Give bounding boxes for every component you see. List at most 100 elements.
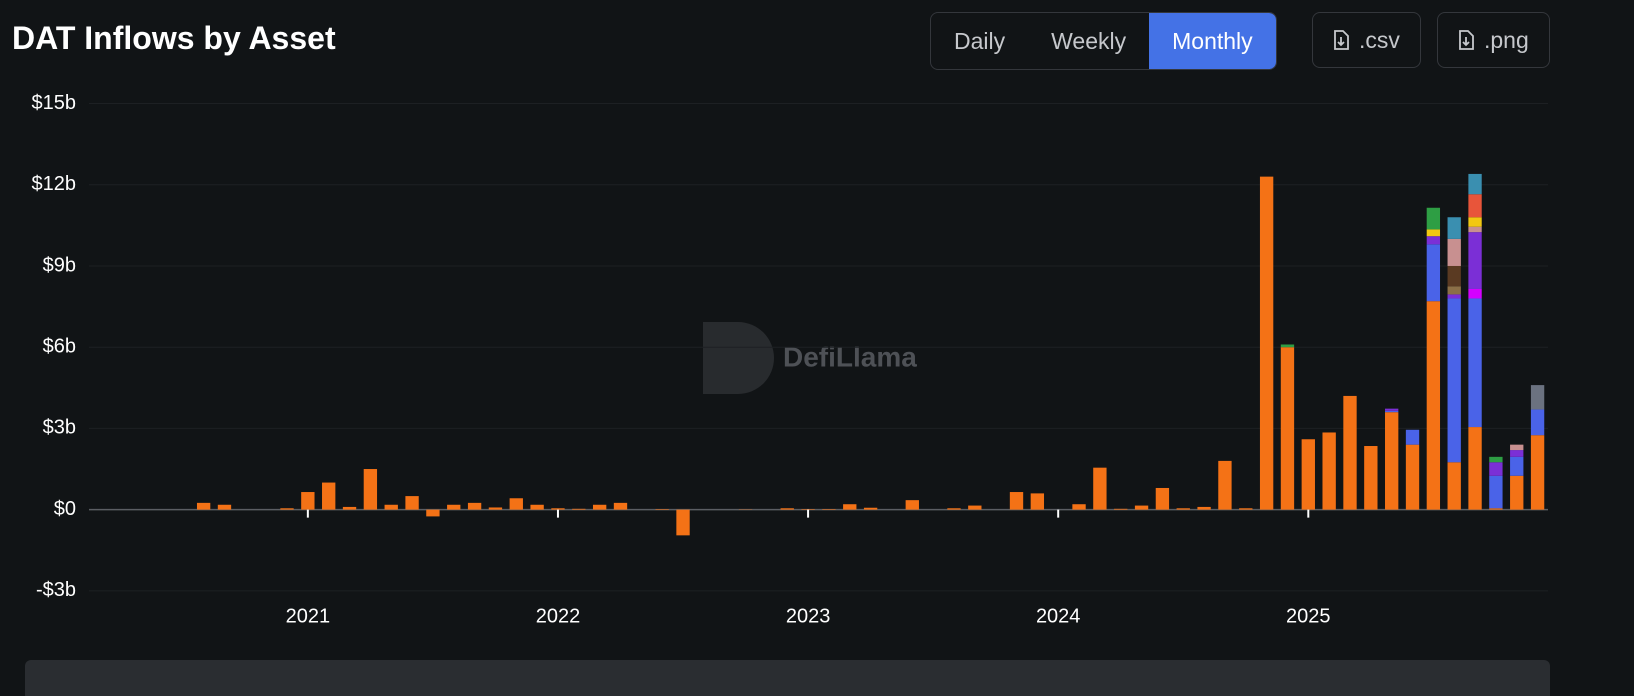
period-button[interactable]: Daily: [954, 28, 1006, 54]
x-tick-label: 2024: [1036, 605, 1081, 627]
y-tick-label: $9b: [43, 254, 76, 276]
bar-segment: [280, 508, 294, 510]
bar-segment: [1510, 475, 1524, 510]
bar-segment: [1468, 194, 1482, 218]
bar-segment: [947, 508, 961, 510]
bar-segment: [509, 498, 523, 510]
bar-segment: [1134, 505, 1149, 510]
bar-segment: [1530, 385, 1545, 410]
bar-segment: [1405, 429, 1420, 445]
bar-segment: [1426, 229, 1441, 237]
bar-segment: [1301, 439, 1315, 510]
bar-segment: [1530, 435, 1545, 510]
bar-segment: [1510, 444, 1524, 451]
bar-segment: [363, 469, 378, 510]
x-tick-label: 2023: [786, 605, 831, 627]
bar-segment: [1489, 508, 1503, 510]
grid: [89, 103, 1548, 592]
chart-title: DAT Inflows by Asset: [12, 20, 336, 56]
bar-segment: [1426, 301, 1441, 510]
bar-segment: [405, 496, 419, 510]
bar-segment: [1468, 232, 1482, 289]
bar-segment: [1259, 176, 1274, 510]
bar-segment: [1218, 460, 1232, 510]
y-tick-label: $15b: [32, 92, 77, 114]
bar-segment: [1447, 286, 1461, 295]
bar-segment: [488, 507, 503, 510]
bar-segment: [426, 509, 440, 517]
period-button[interactable]: Monthly: [1149, 13, 1276, 69]
bar-segment: [1280, 347, 1295, 510]
y-tick-label: $6b: [43, 335, 76, 357]
bar-segment: [551, 508, 565, 510]
bar-segment: [1489, 462, 1503, 476]
bar-segment: [1280, 344, 1295, 348]
bar-segment: [1489, 475, 1503, 509]
bar-segment: [1426, 244, 1441, 302]
bar-segment: [1426, 207, 1441, 230]
bar-segment: [447, 504, 461, 510]
bar-segment: [1405, 444, 1420, 510]
bar-segment: [1468, 173, 1482, 195]
bar-segment: [780, 508, 794, 510]
y-tick-label: -$3b: [36, 579, 76, 601]
bar-segment: [1468, 298, 1482, 428]
bar-segment: [1510, 456, 1524, 476]
bar-segment: [217, 504, 232, 510]
download-label: .png: [1484, 26, 1529, 53]
x-tick-label: 2022: [536, 605, 581, 627]
bar-segment: [342, 506, 357, 510]
period-toggle: Daily Weekly Monthly: [930, 12, 1277, 70]
bar-segment: [843, 504, 857, 510]
bar-segment: [1447, 294, 1461, 299]
watermark-logo: [703, 322, 774, 394]
bar-segment: [196, 502, 211, 510]
bar-segment: [1072, 504, 1086, 510]
download-label: .csv: [1359, 26, 1400, 53]
bar-segment: [1364, 446, 1378, 510]
bar-segment: [1468, 226, 1482, 233]
bar-segment: [1489, 456, 1503, 463]
download-icon: [1459, 30, 1474, 50]
bar-segment: [1343, 395, 1357, 510]
bar-segment: [1447, 298, 1461, 463]
bar-segment: [1322, 432, 1336, 510]
bar-segment: [801, 509, 815, 510]
bar-segment: [655, 509, 669, 510]
bar-segment: [572, 508, 586, 510]
bar-segment: [322, 482, 336, 510]
bar-segment: [1239, 508, 1253, 510]
bar-segment: [1197, 506, 1211, 510]
bar-segment: [863, 507, 878, 510]
bar-segment: [1385, 408, 1399, 411]
watermark-text: DefiLlama: [783, 341, 917, 372]
period-button[interactable]: Weekly: [1051, 28, 1127, 54]
bar-segment: [384, 504, 398, 510]
bar-segment: [1510, 450, 1524, 457]
bar-segment: [1447, 265, 1461, 287]
bar-segment: [1155, 487, 1170, 510]
bar-segment: [1176, 508, 1190, 510]
download-png[interactable]: .png: [1437, 12, 1550, 68]
bar-segment: [1009, 492, 1024, 510]
bar-segment: [592, 504, 607, 510]
bar-segment: [676, 509, 690, 536]
bar-segment: [1447, 462, 1461, 510]
bar-segment: [1426, 236, 1441, 245]
bar-segment: [1114, 508, 1128, 510]
bar-segment: [530, 504, 544, 510]
scrollbar[interactable]: [25, 660, 1550, 696]
bar-segment: [1093, 467, 1107, 510]
y-tick-label: $3b: [43, 417, 76, 439]
bar-segment: [1530, 409, 1545, 436]
download-csv[interactable]: .csv: [1312, 12, 1421, 68]
bar-segment: [1468, 288, 1482, 299]
bar-segment: [822, 509, 836, 510]
bar-segment: [1385, 410, 1399, 413]
bar-segment: [1468, 427, 1482, 510]
bar-segment: [905, 500, 919, 510]
bar-segment: [467, 502, 482, 510]
watermark: DefiLlama: [703, 322, 917, 394]
y-tick-label: $0: [54, 498, 76, 520]
